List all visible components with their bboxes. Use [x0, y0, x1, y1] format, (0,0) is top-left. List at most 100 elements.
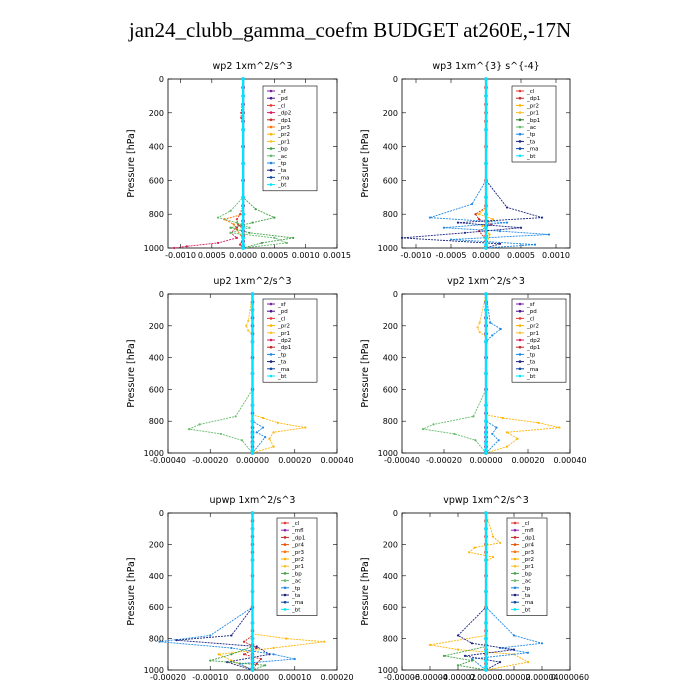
legend-entry: _tp — [521, 586, 531, 592]
legend-marker — [283, 586, 287, 590]
y-tick-label: 0 — [159, 509, 164, 518]
data-point-ac — [188, 428, 191, 431]
legend-marker — [513, 528, 517, 532]
y-tick-label: 1000 — [378, 449, 398, 458]
data-point-pr2 — [526, 661, 530, 664]
legend-marker — [513, 536, 517, 539]
legend-marker — [513, 550, 517, 554]
data-point-tp — [158, 640, 161, 643]
panel-title: wp2 1xm^2/s^3 — [213, 61, 293, 72]
legend-marker — [518, 154, 522, 158]
y-tick-label: 0 — [393, 75, 398, 84]
y-tick-label: 200 — [383, 540, 398, 549]
data-point-ac — [198, 423, 201, 426]
data-point-tp — [499, 327, 502, 331]
data-point-bp — [442, 654, 446, 657]
legend-entry: _ma — [526, 147, 538, 153]
data-point-bp — [456, 664, 460, 667]
x-tick-label: 0.00004 — [525, 673, 558, 682]
data-point-pr2 — [481, 224, 484, 228]
chart-panel-1: wp2 1xm^2/s^3 Pressure [hPa] 0 200 400 600 800… — [126, 61, 351, 260]
data-point-pr2 — [505, 445, 509, 448]
legend-marker — [518, 317, 522, 320]
y-tick-label: 200 — [149, 322, 164, 331]
data-point-bt — [250, 665, 255, 669]
data-point-bt — [241, 242, 245, 247]
data-point-dp2 — [173, 246, 176, 250]
data-point-tp — [497, 439, 500, 442]
data-point-bt — [250, 403, 255, 408]
y-axis-label: Pressure [hPa] — [360, 557, 371, 625]
data-point-ac — [453, 432, 456, 436]
x-tick-label: 0.00002 — [497, 673, 530, 682]
legend-marker — [283, 579, 287, 582]
data-point-ac — [229, 209, 232, 212]
legend-marker — [269, 331, 273, 335]
y-tick-label: 1000 — [144, 449, 164, 458]
data-point-tp — [230, 646, 233, 650]
data-point-bt — [484, 292, 488, 296]
x-tick-label: -0.00040 — [150, 456, 186, 465]
legend-marker — [269, 118, 273, 122]
x-tick-label: -0.00040 — [384, 456, 420, 465]
data-point-ac — [235, 221, 238, 224]
data-point-pr2 — [491, 218, 495, 221]
legend-entry: _dp1 — [521, 535, 535, 541]
legend-entry: _pr1 — [277, 139, 290, 145]
legend-entry: _ta — [277, 168, 286, 174]
y-tick-label: 800 — [149, 210, 164, 219]
y-axis-label: Pressure [hPa] — [126, 339, 137, 407]
data-point-pr2 — [505, 431, 509, 434]
legend-marker — [518, 302, 522, 306]
data-point-bp — [264, 664, 267, 667]
legend: _cl_dp1_pr2 _pr1_bp1_ac_tp_ta _ma_bt — [511, 85, 557, 163]
legend-marker — [283, 572, 287, 575]
legend-entry: _bt — [277, 183, 287, 189]
legend-entry: _bp1 — [526, 118, 540, 124]
panel-title: upwp 1xm^2/s^3 — [210, 495, 296, 506]
data-point-ta — [230, 634, 233, 637]
data-point-ta — [456, 221, 460, 224]
legend-marker — [518, 118, 522, 122]
y-tick-label: 0 — [159, 75, 164, 84]
data-point-bt — [484, 195, 488, 200]
data-point-dp2 — [235, 226, 238, 229]
x-tick-label: 0.0000 — [472, 251, 500, 260]
data-point-tp — [442, 226, 446, 229]
legend-box — [262, 85, 318, 192]
data-point-bp — [229, 226, 232, 229]
legend-marker — [513, 572, 517, 575]
data-point-bt — [484, 558, 488, 562]
plot-frame — [167, 78, 338, 249]
data-point-tp — [505, 221, 509, 224]
y-tick-label: 200 — [383, 322, 398, 331]
data-point-pr2 — [285, 637, 288, 640]
data-point-cl — [235, 218, 238, 221]
y-tick-label: 1000 — [144, 666, 164, 675]
data-point-bt — [250, 292, 255, 296]
data-point-bt — [250, 636, 255, 641]
y-tick-label: 400 — [383, 354, 398, 363]
legend-marker — [283, 564, 287, 568]
data-point-bt — [484, 658, 488, 663]
x-tick-label: 0.00000 — [236, 456, 269, 465]
legend-marker — [269, 111, 273, 114]
legend-entry: _ac — [277, 154, 287, 160]
legend-marker — [269, 353, 273, 356]
data-point-pr2 — [272, 445, 275, 448]
data-point-bt — [484, 451, 488, 455]
legend-entry: _cl — [526, 89, 535, 95]
legend-marker — [513, 579, 517, 582]
legend-entry: _ta — [526, 360, 535, 366]
y-tick-label: 800 — [149, 635, 164, 644]
legend-marker — [283, 608, 287, 611]
data-point-tp — [255, 431, 258, 434]
x-tick-label: 0.00000 — [469, 673, 502, 682]
data-point-cl — [240, 111, 243, 114]
series-line-tp — [485, 293, 502, 454]
series-line-dp2 — [174, 79, 244, 249]
data-point-bt — [484, 94, 488, 98]
legend-entry: _ma — [521, 600, 533, 606]
series-line-tp — [159, 513, 295, 671]
legend-marker — [269, 176, 273, 179]
